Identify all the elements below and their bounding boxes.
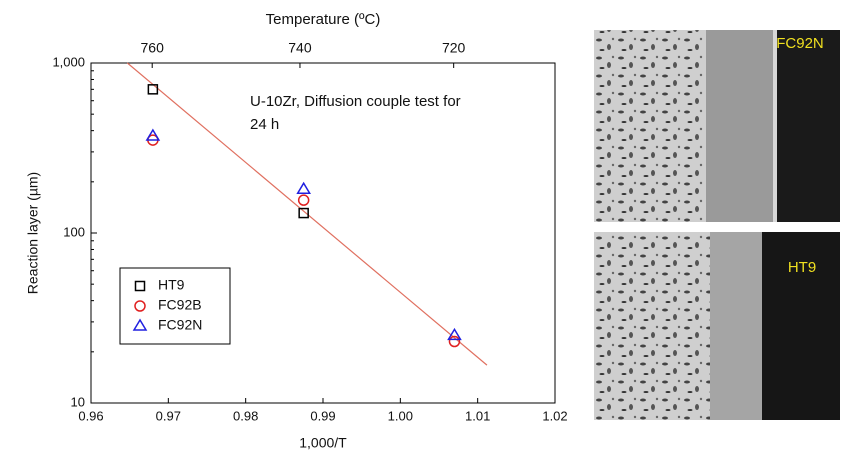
marker-triangle	[447, 327, 462, 341]
x-tick-label: 0.99	[310, 408, 335, 423]
marker-circle	[297, 194, 310, 206]
marker-triangle	[296, 181, 311, 194]
marker-square	[134, 280, 146, 292]
annotation: 24 h	[250, 116, 279, 133]
marker-triangle	[132, 318, 148, 331]
marker-circle	[448, 335, 461, 348]
x-tick-label: 1.00	[388, 408, 413, 423]
plot-frame	[90, 62, 556, 404]
legend-label: FC92B	[158, 297, 202, 313]
x-tick-label: 1.02	[542, 408, 567, 423]
x-tick-label: 0.97	[156, 408, 181, 423]
marker-square	[298, 207, 309, 219]
y-tick-label: 1,000	[52, 54, 85, 69]
x2-tick-label: 760	[141, 40, 165, 56]
legend	[119, 267, 231, 345]
legend-label: FC92N	[158, 317, 202, 333]
fit-line	[126, 62, 488, 366]
micrograph-bottom	[594, 232, 840, 420]
image-label: HT9	[788, 259, 816, 276]
y-tick-label: 10	[71, 394, 85, 409]
legend-label: HT9	[158, 277, 185, 293]
y-tick-label: 100	[63, 224, 85, 239]
marker-square	[147, 84, 159, 95]
x-tick-label: 0.98	[233, 408, 258, 423]
x2-tick-label: 720	[442, 40, 466, 56]
x-tick-label: 0.96	[78, 408, 103, 423]
x-tick-label: 1.01	[465, 408, 490, 423]
y-axis-title: Reaction layer (µm)	[25, 172, 41, 294]
x2-tick-label: 740	[288, 40, 312, 56]
marker-triangle	[145, 128, 161, 141]
marker-circle	[134, 300, 146, 312]
annotation: U-10Zr, Diffusion couple test for	[250, 93, 461, 110]
micrograph-top	[594, 30, 840, 222]
x2-axis-title: Temperature (ºC)	[266, 11, 381, 28]
image-label: FC92N	[776, 35, 824, 52]
x-axis-title: 1,000/T	[299, 435, 347, 451]
